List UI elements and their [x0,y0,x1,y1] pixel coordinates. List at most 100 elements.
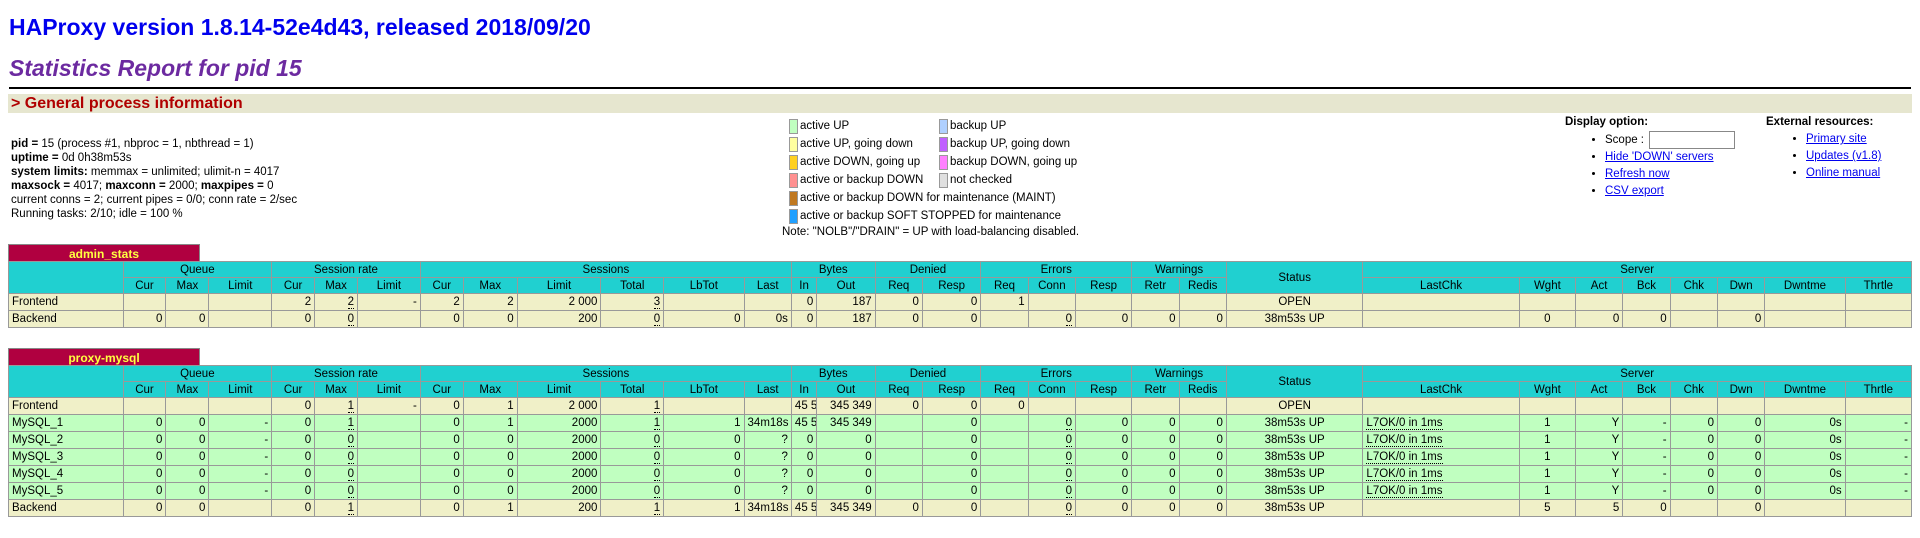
header-group: Warnings [1131,261,1227,278]
header-group: Denied [874,261,982,278]
proxy-name-proxy-mysql[interactable]: proxy-mysql [8,348,200,366]
table-cell [1027,397,1077,415]
legend-swatch [939,154,948,170]
display-options-title: Display option: [1565,116,1649,128]
cell-value: 0 [347,313,355,326]
header-col: Dwntme [1764,277,1846,294]
table-cell: 1 [980,293,1029,311]
table-cell [357,448,421,466]
scope-input[interactable] [1649,131,1736,149]
row-name[interactable]: MySQL_5 [8,482,124,500]
legend-backup: backup UP backup UP, going down backup DOW… [939,117,1077,189]
table-cell [1362,499,1520,517]
row-name[interactable]: Backend [8,499,124,517]
table-cell: 0 [1716,310,1766,328]
header-col: Out [816,381,876,398]
table-cell: 0 [1027,310,1077,328]
table-cell: 0 [1178,482,1227,500]
row-name[interactable]: Backend [8,310,124,328]
refresh-now-link[interactable]: Refresh now [1605,168,1670,181]
table-cell [165,293,210,311]
table-cell [357,482,421,500]
row-name[interactable]: MySQL_4 [8,465,124,483]
proxy-name-admin-stats[interactable]: admin_stats [8,244,200,262]
server-row: MySQL_4 0 0-0 0 0 0 2000 0 0? 0 0 0 0 0 0 0 38m53s UP L7O… [8,465,1913,483]
header-col: Max [462,381,518,398]
table-cell: L7OK/0 in 1ms [1362,465,1520,483]
table-cell: ? [743,448,792,466]
info-key: uptime = [11,152,62,164]
header-col: Last [743,277,792,294]
cell-value: 1 [347,400,355,413]
table-cell: 0 [1669,482,1718,500]
table-cell: - [208,431,273,449]
header-col: Resp [921,381,982,398]
header-group: Server [1362,261,1912,278]
table-cell: 187 [816,310,876,328]
table-cell: 1 [314,499,359,517]
table-cell: 0 [1075,431,1133,449]
page-subtitle: Statistics Report for pid 15 [9,55,302,81]
table-cell [1844,293,1913,311]
table-cell: 0 [122,482,167,500]
row-name[interactable]: MySQL_2 [8,431,124,449]
table-cell: 0 [816,465,876,483]
header-col: Max [314,277,359,294]
table-cell: 1 [1518,448,1576,466]
header-col: Wght [1518,277,1576,294]
table-cell: 5 [1574,499,1624,517]
cell-value: 1 [347,502,355,515]
table-cell: 0 [1131,465,1180,483]
table-cell: 0 [790,310,818,328]
table-cell: - [1622,414,1671,432]
table-cell: 0 [921,448,982,466]
header-col: LbTot [663,381,745,398]
table-cell: 0s [1764,448,1846,466]
cell-value: 0 [1065,485,1073,498]
table-cell: Y [1574,482,1624,500]
updates-link[interactable]: Updates (v1.8) [1806,150,1882,162]
table-cell: 0 [921,414,982,432]
table-cell: 0 [1075,465,1133,483]
table-cell [1362,293,1520,311]
table-cell: 0 [1716,465,1766,483]
header-group: Server [1362,365,1912,382]
table-cell: 0 [921,499,982,517]
legend-label: backup UP [950,120,1007,132]
table-cell [122,293,167,311]
header-col: Cur [271,277,316,294]
header-col: Out [816,277,876,294]
process-info-line: Running tasks: 2/10; idle = 100 % [11,207,297,221]
table-cell: 0 [1131,482,1180,500]
row-name[interactable]: Frontend [8,293,124,311]
row-name[interactable]: Frontend [8,397,124,415]
table-cell: 0 [314,431,359,449]
header-col: Total [600,277,665,294]
cell-value: 0 [1065,451,1073,464]
csv-export-link[interactable]: CSV export [1605,185,1664,198]
hide-down-servers-link[interactable]: Hide 'DOWN' servers [1605,151,1714,164]
table-cell [1075,397,1133,415]
legend-swatch [789,208,798,224]
info-key: system limits: [11,166,88,178]
table-cell: 0 [790,293,818,311]
table-cell: 0 [816,448,876,466]
online-manual-link[interactable]: Online manual [1806,167,1881,179]
info-key: maxpipes = [200,180,268,192]
process-info-line: current conns = 2; current pipes = 0/0; … [11,193,297,207]
row-name[interactable]: MySQL_3 [8,448,124,466]
table-cell: 0 [874,310,923,328]
table-cell: 0 [1622,499,1671,517]
table-cell: 1 [462,397,518,415]
table-cell [743,293,792,311]
table-cell [1027,293,1077,311]
cell-value: 0 [347,434,355,447]
table-cell [1764,310,1846,328]
primary-site-link[interactable]: Primary site [1806,133,1867,145]
header-col: Redis [1178,381,1227,398]
table-cell: 0 [122,499,167,517]
table-cell: Y [1574,465,1624,483]
legend-label: active or backup DOWN [800,174,924,186]
row-name[interactable]: MySQL_1 [8,414,124,432]
table-cell: - [1844,431,1913,449]
